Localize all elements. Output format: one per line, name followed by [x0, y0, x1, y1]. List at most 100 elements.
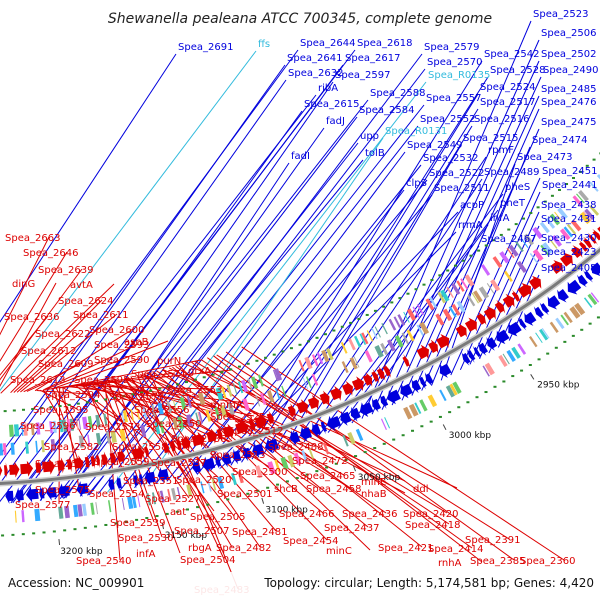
reverse-gene-arrow: [35, 459, 42, 476]
reverse-gene-label: Spea_2646: [23, 248, 78, 259]
cog-segment: [570, 219, 582, 232]
forward-gene-arrow: [46, 484, 57, 501]
cog-segment: [579, 211, 591, 225]
cog-segment: [589, 204, 600, 216]
cog-segment: [305, 376, 312, 389]
gc-dot: [256, 489, 260, 492]
cog-segment: [578, 190, 589, 202]
forward-gene-label: Spea_2549: [407, 140, 462, 151]
cog-segment: [460, 278, 469, 290]
cog-segment: [427, 394, 438, 408]
gc-dot: [165, 512, 169, 515]
cog-segment: [406, 308, 417, 321]
gc-dot: [469, 254, 473, 257]
reverse-gene-arrow: [181, 435, 191, 451]
cog-segment: [13, 424, 20, 437]
reverse-gene-label: Spea_2612: [21, 346, 76, 357]
cog-segment: [554, 211, 563, 222]
forward-gene-arrow: [350, 406, 361, 422]
forward-gene-arrow: [39, 485, 45, 502]
gc-dot: [289, 347, 293, 350]
cog-segment: [49, 421, 53, 434]
cog-segment: [499, 251, 510, 264]
cog-segment: [186, 484, 193, 497]
cog-segment: [596, 174, 600, 180]
reverse-gene-arrow: [382, 363, 391, 378]
cog-segment: [353, 356, 360, 368]
cog-segment: [122, 410, 129, 423]
forward-gene-label: pheT: [500, 198, 526, 209]
reverse-gene-label: purN: [157, 356, 181, 367]
cog-segment: [75, 417, 79, 431]
cog-segment: [136, 407, 140, 420]
gc-dot: [211, 373, 215, 376]
reverse-gene-arrow: [162, 439, 169, 456]
forward-gene-label: Spea_2632: [288, 68, 343, 79]
reverse-gene-label: Spea_2559: [94, 457, 149, 468]
topology-text: Topology: circular; Length: 5,174,581 bp…: [263, 576, 594, 590]
cog-segment: [304, 356, 313, 370]
cog-segment: [566, 223, 577, 235]
cog-segment: [381, 322, 388, 335]
cog-segment: [172, 417, 179, 431]
forward-leader-line: [119, 104, 425, 491]
cog-segment: [322, 442, 330, 455]
cog-segment: [10, 442, 15, 455]
tick-mark: [442, 424, 447, 431]
gc-dot: [76, 402, 80, 405]
cog-segment: [142, 406, 148, 419]
cog-segment: [538, 328, 549, 341]
cog-segment: [529, 335, 538, 348]
cog-segment: [69, 418, 75, 431]
reverse-gene-label: Spea_2472: [292, 456, 347, 467]
cog-segment: [452, 381, 462, 394]
cog-segment: [539, 221, 550, 234]
forward-gene-label: Spea_2516: [474, 114, 529, 125]
cog-segment: [349, 357, 358, 370]
reverse-gene-label: aat: [170, 507, 186, 518]
forward-gene-arrow: [557, 289, 569, 303]
forward-gene-arrow: [242, 446, 252, 462]
gc-dot: [246, 492, 250, 495]
gc-dot: [193, 378, 197, 381]
forward-leader-line: [65, 162, 290, 499]
reverse-gene-label: rnhA: [438, 558, 462, 569]
cog-segment: [127, 496, 134, 510]
cog-segment: [197, 392, 206, 406]
reverse-gene-label: Spea_2391: [465, 535, 520, 546]
forward-gene-label: Spea_2511: [434, 183, 489, 194]
reverse-gene-arrow: [571, 245, 583, 258]
forward-gene-arrow: [26, 486, 39, 503]
gc-dot: [529, 211, 533, 214]
gc-dot: [281, 350, 285, 353]
gc-dot: [448, 411, 452, 414]
forward-gene-label: Spea_2489: [484, 167, 539, 178]
cog-segment: [154, 421, 161, 435]
reverse-gene-label: Spea_2481: [232, 527, 287, 538]
gc-dot: [264, 356, 268, 359]
forward-gene-label: Spea_2542: [484, 49, 539, 60]
tick-label: 3200 kbp: [60, 547, 103, 557]
forward-gene-label: Spea_2474: [532, 135, 587, 146]
cog-segment: [341, 361, 349, 374]
reverse-leader-line: [194, 360, 448, 514]
cog-segment: [574, 302, 586, 316]
cog-segment: [364, 350, 373, 363]
gc-dot: [31, 407, 35, 410]
cog-segment: [207, 479, 212, 492]
gc-dot: [429, 420, 433, 423]
reverse-gene-label: Spea_2520: [176, 475, 231, 486]
reverse-gene-label: Spea_2595: [33, 405, 88, 416]
cog-segment: [572, 195, 583, 207]
reverse-gene-label: Spea_2437: [324, 523, 379, 534]
gc-dot: [592, 158, 596, 161]
gc-dot: [11, 533, 15, 536]
gc-dot: [63, 529, 67, 532]
reverse-gene-label: Spea_2590: [94, 355, 149, 366]
gc-dot: [363, 451, 367, 454]
cog-segment: [435, 313, 445, 326]
forward-leader-line: [39, 81, 334, 501]
forward-gene-label: Spea_2641: [287, 53, 342, 64]
cog-segment: [0, 443, 4, 456]
forward-gene-label: fadJ: [326, 116, 345, 127]
